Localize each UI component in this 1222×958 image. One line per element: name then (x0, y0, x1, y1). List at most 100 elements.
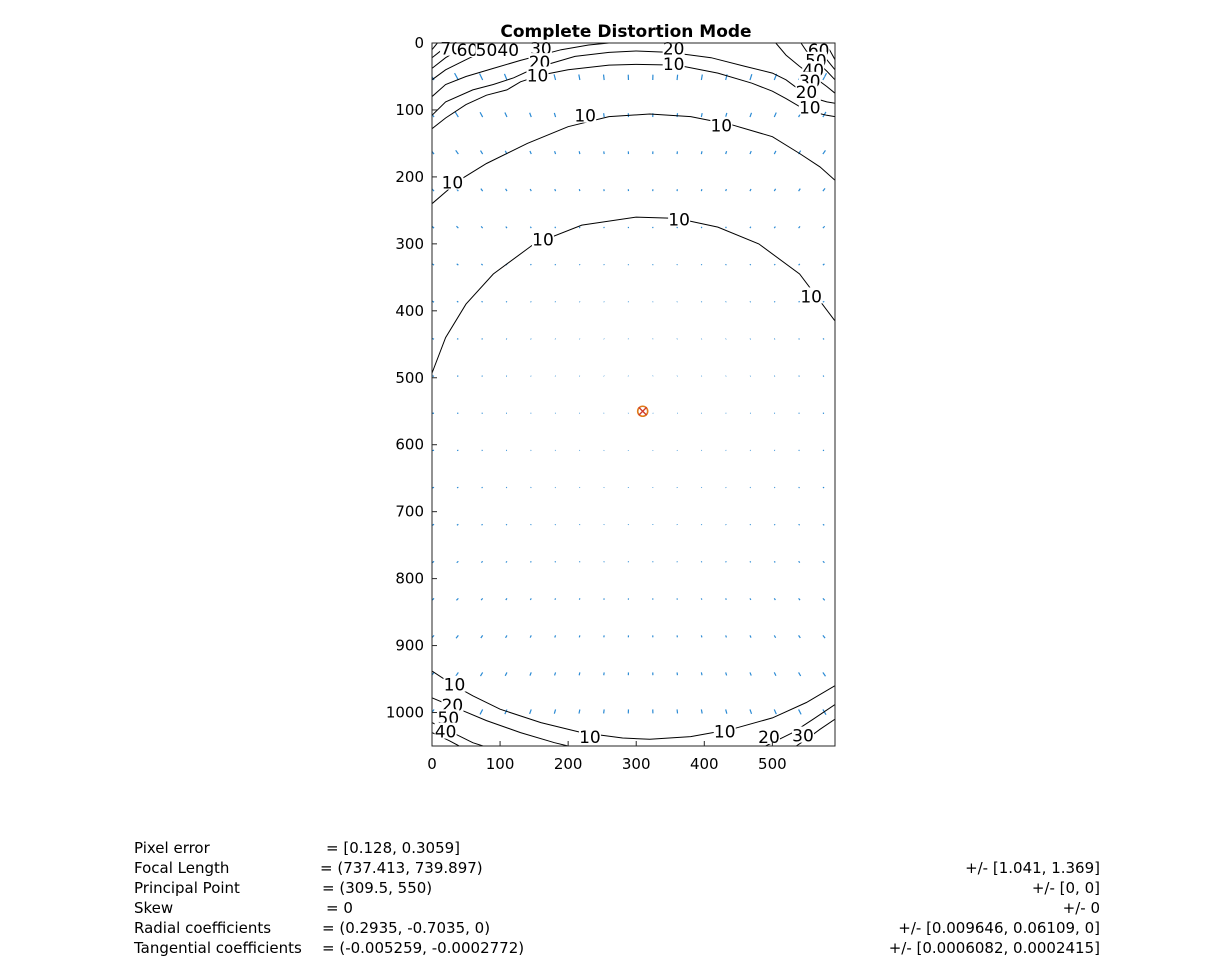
param-name: Radial coefficients (134, 919, 272, 937)
distortion-vector (798, 560, 801, 563)
distortion-vector (604, 746, 605, 752)
distortion-vector (554, 263, 557, 266)
distortion-vector (725, 151, 728, 155)
contour-label-bg (526, 66, 549, 83)
distortion-vector (433, 43, 435, 44)
distortion-vector (749, 188, 752, 192)
distortion-vector (455, 597, 459, 601)
distortion-vector (773, 598, 776, 601)
distortion-vector (529, 226, 532, 229)
distortion-vector (480, 635, 484, 639)
distortion-vector (725, 709, 728, 714)
distortion-vector (479, 672, 484, 677)
contour-label-bg (437, 709, 460, 726)
contour-label: 40 (497, 41, 519, 61)
distortion-vector (822, 560, 825, 564)
contour-label: 10 (532, 231, 554, 251)
x-tick-label: 200 (554, 755, 583, 773)
y-tick-label: 400 (395, 302, 424, 320)
distortion-vector (798, 672, 802, 677)
y-tick-label: 300 (395, 235, 424, 253)
param-row-focal-length: Focal Length = (737.413, 739.897) +/- [1… (0, 858, 1222, 878)
distortion-vector (773, 226, 776, 229)
distortion-vector (603, 709, 605, 714)
distortion-vector (773, 709, 777, 715)
distortion-vector (726, 746, 727, 752)
distortion-vector (749, 150, 752, 155)
distortion-vector (529, 188, 532, 192)
distortion-vector (503, 73, 508, 81)
distortion-vector (529, 150, 532, 155)
contour-label-bg (441, 173, 464, 190)
distortion-vector (822, 263, 825, 266)
contour-label: 10 (663, 55, 685, 75)
distortion-vector (773, 635, 777, 639)
distortion-vector (798, 300, 800, 303)
x-axis-ticks: 0 100 200 300 400 500 (427, 741, 787, 773)
distortion-vector (773, 672, 777, 677)
distortion-vector (578, 151, 581, 155)
distortion-vector (455, 672, 459, 677)
distortion-vector (773, 263, 776, 266)
x-tick-label: 500 (758, 755, 787, 773)
distortion-vector (479, 73, 484, 81)
chart-title: Complete Distortion Mode (500, 22, 751, 42)
param-error: +/- [0.009646, 0.06109, 0] (898, 919, 1100, 937)
contour-line-10 (432, 113, 835, 205)
distortion-vector (553, 709, 557, 714)
contour-label: 60 (457, 41, 479, 61)
distortion-vector (530, 263, 532, 266)
contour-line-70 (432, 43, 438, 51)
contour-label: 50 (476, 41, 498, 61)
distortion-vector (798, 188, 801, 192)
distortion-vector (554, 226, 557, 229)
contour-label-bg (795, 83, 818, 100)
distortion-vector (774, 43, 775, 44)
contour-label: 40 (435, 723, 457, 743)
distortion-vector (578, 672, 581, 676)
distortion-vector (529, 635, 532, 638)
distortion-vector (749, 598, 752, 601)
y-tick-label: 1000 (386, 704, 424, 722)
contour-label: 10 (714, 723, 736, 743)
distortion-vector (432, 486, 435, 489)
distortion-vector (432, 188, 435, 192)
distortion-vector (749, 635, 752, 638)
distortion-vector (749, 301, 752, 303)
contour-label-bg (434, 722, 457, 739)
distortion-vector (700, 151, 703, 155)
distortion-vector (505, 300, 508, 303)
distortion-vector (725, 598, 727, 601)
contour-label: 10 (579, 728, 601, 748)
distortion-vector (799, 746, 802, 753)
contour-label-bg (441, 695, 464, 712)
distortion-vector (456, 338, 459, 340)
contour-label-bg (662, 55, 685, 72)
distortion-vector (725, 188, 727, 192)
distortion-vector (773, 112, 777, 118)
contour-label-bg (800, 287, 823, 304)
contour-label: 10 (574, 107, 596, 127)
param-row-pixel-error: Pixel error = [0.128, 0.3059] (0, 838, 1222, 858)
y-tick-label: 800 (395, 570, 424, 588)
distortion-vector (700, 635, 703, 638)
param-error: +/- 0 (1062, 899, 1100, 917)
distortion-vector (676, 74, 679, 81)
distortion-vector (529, 672, 532, 676)
distortion-vector (798, 523, 801, 526)
y-axis-ticks: 0 100 200 300 400 500 600 700 800 900 1000 (386, 34, 437, 722)
contour-label-bg (456, 41, 479, 58)
distortion-vector (773, 523, 776, 526)
distortion-vector (480, 188, 484, 192)
x-tick-label: 0 (427, 755, 437, 773)
contour-label-bg (792, 726, 815, 743)
contour-label: 30 (792, 727, 814, 747)
distortion-vector (725, 561, 727, 563)
contour-label: 20 (758, 728, 780, 748)
distortion-vector (529, 746, 531, 752)
param-value: = (309.5, 550) (322, 879, 433, 897)
contour-label: 10 (668, 210, 690, 230)
principal-point-circle (636, 405, 649, 418)
contour-label-bg (528, 53, 551, 70)
